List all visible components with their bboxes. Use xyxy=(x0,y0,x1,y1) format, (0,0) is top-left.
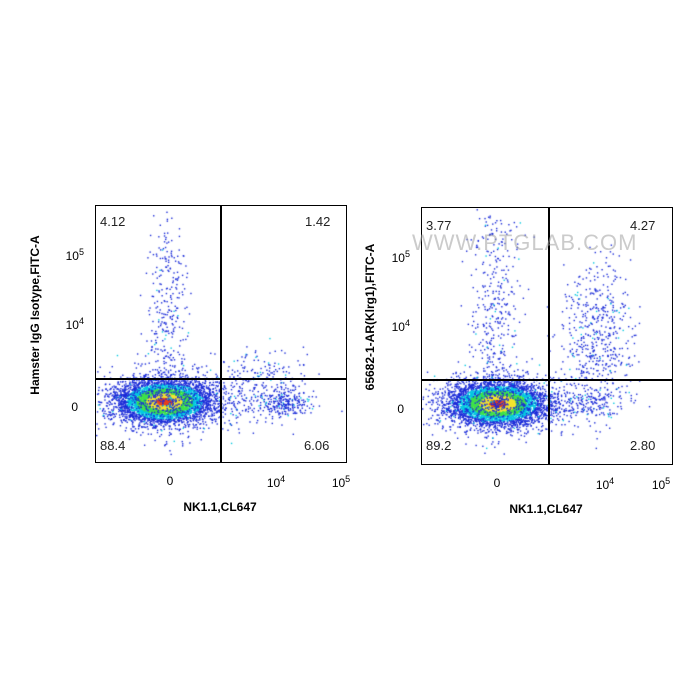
density-dots-right xyxy=(422,208,672,464)
y-tick-1e4-left: 104 xyxy=(65,316,84,332)
quadrant-upper-left-value: 3.77 xyxy=(426,218,452,233)
x-tick-1e4-left: 104 xyxy=(266,474,286,490)
x-tick-1e4-right: 104 xyxy=(595,476,615,492)
watermark-text: WWW.PTGLAB.COM xyxy=(412,230,638,255)
plot-area-right: 3.77 4.27 89.2 2.80 xyxy=(421,207,673,465)
y-tick-0-left: 0 xyxy=(71,400,78,414)
quadrant-upper-right-value: 4.27 xyxy=(630,218,656,233)
quadrant-upper-right-value: 1.42 xyxy=(305,214,331,229)
x-axis-label-left: NK1.1,CL647 xyxy=(183,500,257,514)
x-axis-label-right: NK1.1,CL647 xyxy=(509,502,583,516)
quadrant-gate-vertical-left[interactable] xyxy=(220,206,222,462)
y-tick-1e4-right: 104 xyxy=(391,318,410,334)
quadrant-gate-horizontal-right[interactable] xyxy=(422,379,672,381)
flow-plot-right: 65682-1-AR(Klrg1),FITC-A 105 104 0 3.77 … xyxy=(350,0,700,700)
x-tick-0-left: 0 xyxy=(166,474,174,488)
x-tick-1e5-left: 105 xyxy=(331,474,351,490)
quadrant-lower-left-value: 89.2 xyxy=(426,438,452,453)
quadrant-lower-right-value: 6.06 xyxy=(304,438,330,453)
quadrant-gate-vertical-right[interactable] xyxy=(548,208,550,464)
flow-plot-left: Hamster IgG Isotype,FITC-A 105 104 0 4.1… xyxy=(28,205,350,514)
quadrant-gate-horizontal-left[interactable] xyxy=(96,378,346,380)
y-tick-1e5-left: 105 xyxy=(65,247,84,263)
quadrant-lower-left-value: 88.4 xyxy=(100,438,126,453)
quadrant-lower-right-value: 2.80 xyxy=(630,438,656,453)
x-tick-1e5-right: 105 xyxy=(651,476,671,492)
y-axis-label-right: 65682-1-AR(Klrg1),FITC-A xyxy=(363,243,377,391)
y-tick-1e5-right: 105 xyxy=(391,249,410,265)
x-tick-0-right: 0 xyxy=(493,476,501,490)
plot-area-left: 4.12 1.42 88.4 6.06 xyxy=(95,205,347,463)
y-tick-0-right: 0 xyxy=(397,402,404,416)
quadrant-upper-left-value: 4.12 xyxy=(100,214,126,229)
y-axis-label-left: Hamster IgG Isotype,FITC-A xyxy=(28,235,42,395)
